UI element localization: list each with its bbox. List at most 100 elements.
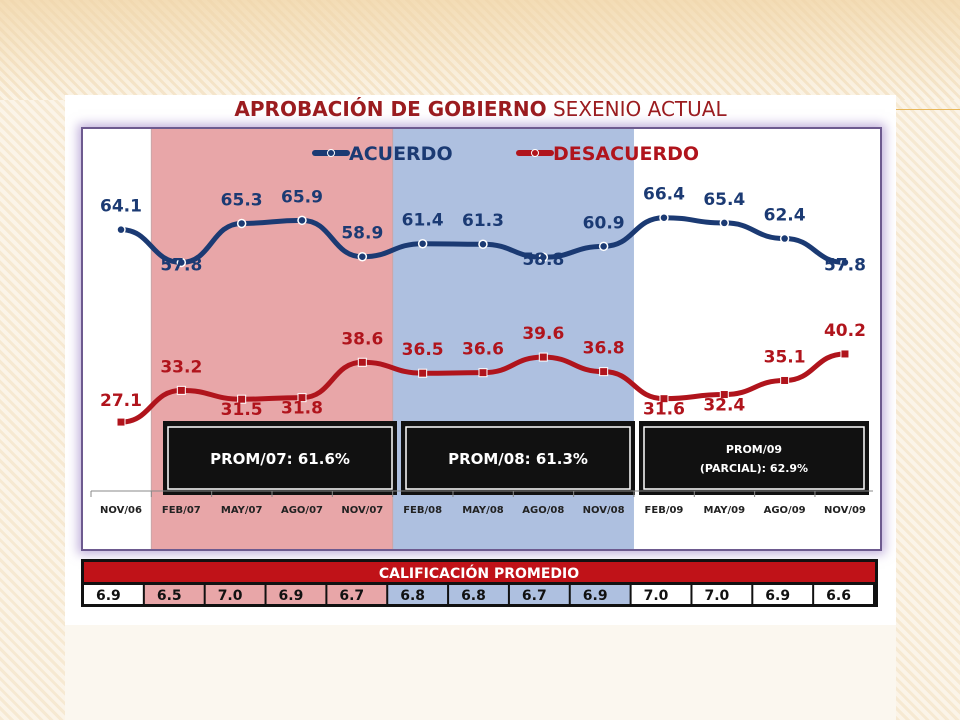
data-label-acuerdo-7: 58.8 (522, 250, 564, 270)
rating-cell-8: 6.9 (583, 588, 608, 604)
average-box-bg-1 (401, 421, 635, 495)
data-label-acuerdo-9: 66.4 (643, 185, 685, 205)
rating-cell-bg-1 (144, 585, 204, 604)
data-label-desacuerdo-11: 35.1 (764, 347, 806, 367)
rating-cell-bg-0 (84, 585, 143, 604)
data-label-acuerdo-0: 64.1 (100, 197, 142, 217)
data-label-desacuerdo-9: 31.6 (643, 400, 685, 420)
data-label-acuerdo-1: 57.8 (160, 255, 202, 275)
data-label-desacuerdo-3: 31.8 (281, 399, 323, 419)
data-label-desacuerdo-5: 36.5 (402, 340, 444, 360)
data-label-desacuerdo-4: 38.6 (341, 329, 383, 349)
data-point-acuerdo-4 (357, 251, 368, 262)
data-point-desacuerdo-10 (719, 390, 729, 400)
average-box-border-2 (643, 426, 865, 490)
x-tick-label-8: NOV/08 (583, 505, 625, 516)
data-label-acuerdo-2: 65.3 (221, 190, 263, 210)
data-point-desacuerdo-6 (478, 368, 488, 378)
rating-cell-bg-9 (631, 585, 691, 604)
data-label-acuerdo-11: 62.4 (764, 206, 806, 226)
data-point-acuerdo-7 (538, 252, 549, 262)
average-box-bg-2 (639, 421, 869, 495)
rating-cell-5: 6.8 (400, 588, 425, 604)
x-tick-label-7: AGO/08 (522, 505, 564, 516)
rating-cell-2: 7.0 (218, 588, 243, 604)
data-label-acuerdo-8: 60.9 (583, 213, 625, 233)
rating-cell-10: 7.0 (704, 588, 729, 604)
data-label-acuerdo-3: 65.9 (281, 187, 323, 207)
rating-cell-3: 6.9 (279, 588, 304, 604)
x-tick-label-6: MAY/08 (462, 505, 504, 516)
rating-cell-bg-3 (266, 585, 326, 604)
data-label-acuerdo-5: 61.4 (402, 211, 444, 231)
slide-content: APROBACIÓN DE GOBIERNO SEXENIO ACTUAL AC… (65, 95, 896, 625)
data-point-desacuerdo-9 (659, 394, 669, 404)
legend-entry-1: DESACUERDO (553, 143, 699, 165)
data-point-desacuerdo-11 (780, 375, 790, 385)
x-tick-label-4: NOV/07 (341, 505, 383, 516)
data-point-acuerdo-11 (779, 233, 790, 244)
data-point-desacuerdo-8 (599, 367, 609, 377)
average-label-1: PROM/08: 61.3% (448, 450, 588, 468)
data-label-desacuerdo-1: 33.2 (160, 357, 202, 377)
slide-background-top (0, 0, 960, 100)
x-tick-label-3: AGO/07 (281, 505, 323, 516)
data-point-acuerdo-0 (116, 224, 126, 235)
data-label-desacuerdo-8: 36.8 (583, 339, 625, 359)
chart-frame: ACUERDO DESACUERDO 64.1 57.8 65.3 65.9 58.9 61.… (81, 127, 882, 551)
rating-cell-bg-10 (692, 585, 752, 604)
x-tick-label-1: FEB/07 (162, 505, 201, 516)
data-point-acuerdo-9 (659, 212, 669, 223)
line-chart: ACUERDO DESACUERDO 64.1 57.8 65.3 65.9 58.9 61.… (90, 129, 873, 549)
legend-entry-0: ACUERDO (349, 143, 453, 165)
data-label-desacuerdo-6: 36.6 (462, 340, 504, 360)
average-box-1: PROM/08: 61.3% (401, 421, 635, 495)
data-point-acuerdo-3 (297, 215, 307, 226)
rating-table-header-bg (84, 562, 875, 582)
rating-cell-4: 6.7 (339, 588, 364, 604)
average-box-border-0 (167, 426, 393, 490)
average-box-border-1 (405, 426, 631, 490)
data-label-desacuerdo-10: 32.4 (703, 396, 745, 416)
data-label-acuerdo-6: 61.3 (462, 211, 504, 231)
slide-background-left (0, 100, 65, 720)
data-point-desacuerdo-3 (297, 393, 307, 403)
decorative-line (896, 109, 960, 110)
rating-cell-bg-2 (205, 585, 265, 604)
rating-cell-bg-11 (753, 585, 813, 604)
chart-title-rest: SEXENIO ACTUAL (552, 97, 727, 121)
data-label-acuerdo-12: 57.8 (824, 255, 866, 275)
data-point-desacuerdo-0 (116, 417, 126, 427)
rating-cell-bg-8 (570, 585, 630, 604)
rating-cell-bg-12 (814, 585, 873, 604)
rating-cell-12: 6.6 (826, 588, 851, 604)
rating-cell-1: 6.5 (157, 588, 182, 604)
data-label-desacuerdo-0: 27.1 (100, 391, 142, 411)
data-point-desacuerdo-2 (237, 394, 247, 404)
chart-title-bold: APROBACIÓN DE GOBIERNO (234, 97, 547, 121)
average-label-2-line2: (PARCIAL): 62.9% (700, 462, 808, 475)
data-point-desacuerdo-4 (357, 357, 367, 367)
chart-title: APROBACIÓN DE GOBIERNO SEXENIO ACTUAL (65, 95, 896, 123)
data-point-acuerdo-12 (840, 257, 850, 268)
data-point-desacuerdo-7 (538, 352, 548, 362)
x-tick-label-11: AGO/09 (764, 505, 806, 516)
data-point-acuerdo-10 (719, 218, 730, 228)
x-tick-label-10: MAY/09 (704, 505, 746, 516)
rating-cell-7: 6.7 (522, 588, 547, 604)
data-point-acuerdo-6 (478, 239, 488, 249)
data-label-acuerdo-4: 58.9 (341, 224, 383, 244)
legend-marker-1 (531, 149, 539, 157)
data-point-acuerdo-5 (417, 238, 428, 249)
average-box-2: PROM/09 (PARCIAL): 62.9% (639, 421, 869, 495)
rating-cell-0: 6.9 (96, 588, 121, 604)
data-label-acuerdo-10: 65.4 (703, 190, 745, 210)
rating-cell-bg-4 (327, 585, 387, 604)
x-tick-label-0: NOV/06 (100, 505, 142, 516)
rating-table-header: CALIFICACIÓN PROMEDIO (379, 564, 579, 582)
rating-cell-9: 7.0 (644, 588, 669, 604)
data-point-desacuerdo-12 (840, 349, 850, 359)
x-tick-label-5: FEB/08 (403, 505, 442, 516)
chart-legend: ACUERDO DESACUERDO (312, 143, 699, 165)
